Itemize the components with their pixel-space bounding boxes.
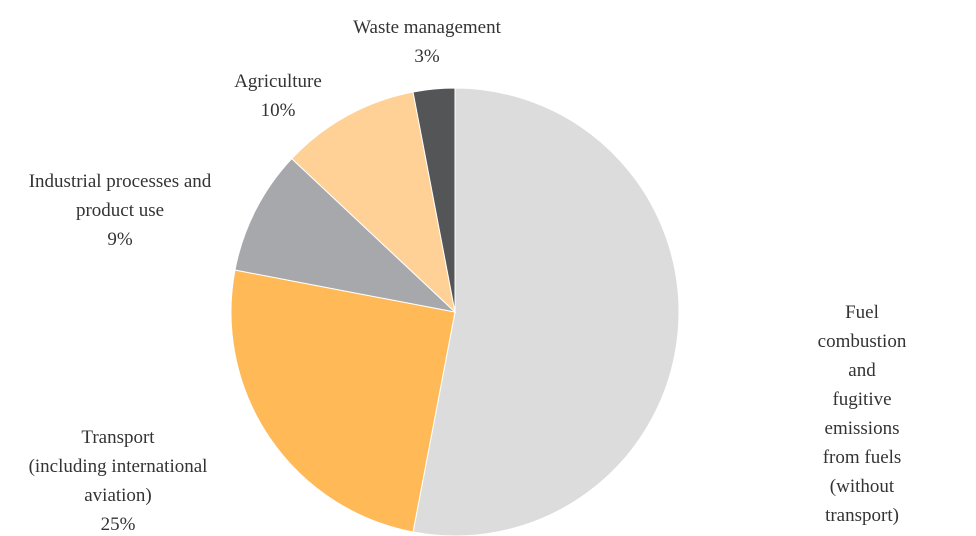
value-label: 9% — [107, 229, 133, 250]
category-name: Industrial processes and product use — [28, 171, 212, 221]
pie-slice — [291, 91, 456, 314]
pie-slice — [234, 157, 457, 313]
value-label: 53% — [805, 530, 919, 536]
value-label: 3% — [414, 46, 440, 67]
pie-slice — [412, 87, 680, 536]
slice-label: Industrial processes and product use 9% — [29, 167, 212, 254]
slice-label: Waste management 3% — [353, 13, 501, 71]
category-name: Fuel combustion and fugitive emissions f… — [817, 302, 907, 526]
category-name: Agriculture — [234, 71, 322, 92]
value-label: 10% — [260, 100, 296, 121]
value-label: 25% — [100, 514, 136, 535]
slice-label: Fuel combustion and fugitive emissions f… — [805, 298, 919, 536]
slice-label: Agriculture 10% — [234, 67, 322, 125]
category-name: Transport (including international aviat… — [28, 427, 208, 506]
pie-slice — [412, 87, 456, 313]
category-name: Waste management — [353, 17, 501, 38]
slice-label: Transport (including international aviat… — [29, 423, 208, 536]
pie-slice — [230, 269, 456, 533]
